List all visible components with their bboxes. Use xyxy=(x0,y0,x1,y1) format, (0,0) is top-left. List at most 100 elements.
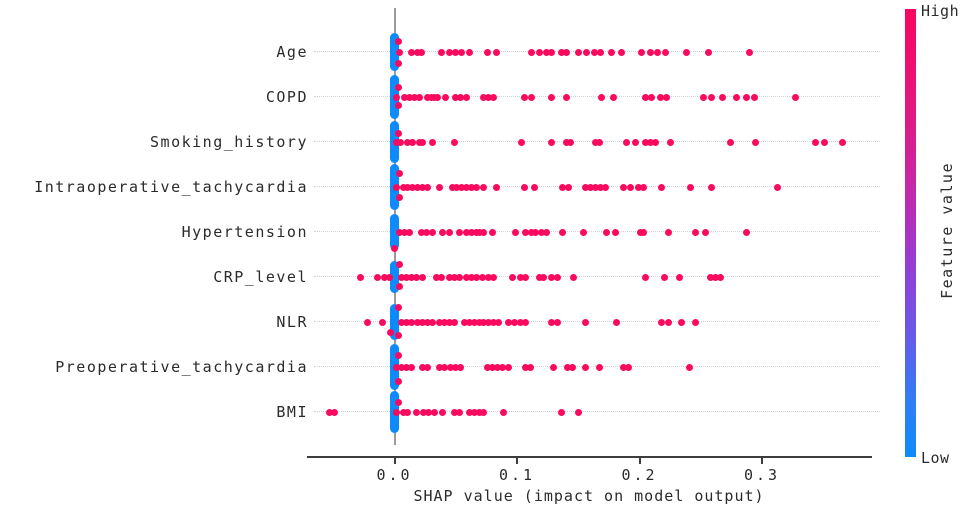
shap-point-hypertension xyxy=(391,244,398,252)
shap-point-hypertension xyxy=(468,228,476,236)
shap-point-copd xyxy=(463,93,471,101)
shap-point-copd xyxy=(490,93,498,101)
shap-point-hypertension xyxy=(405,228,413,236)
shap-point-bmi xyxy=(413,408,421,416)
shap-point-copd xyxy=(452,93,460,101)
shap-point-age xyxy=(596,48,604,56)
shap-point-hypertension xyxy=(489,228,496,236)
shap-point-hypertension xyxy=(475,228,483,236)
shap-point-bmi xyxy=(475,408,483,416)
shap-point-hypertension xyxy=(512,228,520,236)
shap-point-age xyxy=(542,48,550,56)
shap-point-nlr xyxy=(465,318,473,326)
shap-point-age xyxy=(562,48,570,56)
shap-point-nlr xyxy=(547,318,555,326)
shap-point-age xyxy=(661,48,669,56)
shap-point-copd xyxy=(400,93,408,101)
shap-point-hypertension xyxy=(400,228,408,236)
shap-point-crp-level xyxy=(553,273,561,281)
shap-point-intraoperative-tachycardia xyxy=(468,183,476,191)
shap-point-bmi xyxy=(399,408,407,416)
x-tick-label-0.2: 0.2 xyxy=(621,466,658,484)
shap-point-intraoperative-tachycardia xyxy=(419,183,427,191)
shap-point-crp-level xyxy=(547,273,555,281)
shap-point-smoking-history xyxy=(393,138,401,146)
shap-point-bmi xyxy=(330,408,338,416)
shap-point-hypertension xyxy=(611,228,619,236)
shap-point-age xyxy=(452,48,460,56)
shap-point-smoking-history xyxy=(642,138,650,146)
shap-point-crp-level xyxy=(463,273,471,281)
shap-point-preoperative-tachycardia xyxy=(595,363,603,371)
shap-point-bmi xyxy=(465,408,473,416)
shap-point-smoking-history xyxy=(419,138,427,146)
shap-point-intraoperative-tachycardia xyxy=(708,183,716,191)
shap-point-nlr xyxy=(387,328,395,336)
shap-point-copd xyxy=(656,93,664,101)
colorbar-title-wrap: Feature value xyxy=(938,0,956,460)
shap-point-preoperative-tachycardia xyxy=(424,363,432,371)
shap-point-nlr xyxy=(511,318,519,326)
shap-point-crp-level xyxy=(398,273,406,281)
shap-point-hypertension xyxy=(395,228,403,236)
shap-point-intraoperative-tachycardia xyxy=(409,183,417,191)
shap-point-crp-level xyxy=(508,273,516,281)
shap-point-smoking-history xyxy=(820,138,828,146)
colorbar-low-label: Low xyxy=(921,449,950,467)
shap-point-intraoperative-tachycardia xyxy=(395,193,403,201)
shap-point-smoking-history xyxy=(666,138,674,146)
shap-point-preoperative-tachycardia xyxy=(484,363,492,371)
shap-point-crp-level xyxy=(468,273,476,281)
shap-point-preoperative-tachycardia xyxy=(563,363,571,371)
shap-point-nlr xyxy=(398,318,406,326)
shap-point-preoperative-tachycardia xyxy=(398,363,406,371)
shap-point-nlr xyxy=(394,303,402,311)
shap-point-smoking-history xyxy=(595,138,603,146)
shap-point-crp-level xyxy=(419,273,427,281)
shap-point-age xyxy=(682,48,690,56)
shap-point-bmi xyxy=(574,408,582,416)
shap-point-age xyxy=(704,48,712,56)
shap-point-crp-level xyxy=(446,273,454,281)
shap-point-preoperative-tachycardia xyxy=(452,363,460,371)
shap-point-hypertension xyxy=(742,228,750,236)
shap-point-intraoperative-tachycardia xyxy=(601,183,609,191)
shap-point-nlr xyxy=(403,318,411,326)
shap-point-copd xyxy=(547,93,555,101)
shap-point-age xyxy=(617,48,625,56)
shap-point-nlr xyxy=(504,318,512,326)
shap-point-crp-level xyxy=(455,273,463,281)
shap-point-copd xyxy=(562,93,570,101)
shap-point-intraoperative-tachycardia xyxy=(458,183,466,191)
shap-point-bmi xyxy=(393,408,401,416)
shap-point-nlr xyxy=(485,318,493,326)
shap-point-intraoperative-tachycardia xyxy=(530,183,538,191)
x-axis-line xyxy=(307,456,872,458)
shap-point-nlr xyxy=(470,318,478,326)
shap-point-intraoperative-tachycardia xyxy=(473,183,481,191)
shap-point-intraoperative-tachycardia xyxy=(587,183,594,191)
shap-point-crp-level xyxy=(660,273,668,281)
shap-point-hypertension xyxy=(417,228,425,236)
x-tick-label-0.1: 0.1 xyxy=(498,466,536,484)
shap-point-crp-level xyxy=(395,282,403,290)
shap-point-smoking-history xyxy=(451,138,459,146)
shap-point-hypertension xyxy=(522,228,530,236)
shap-point-nlr xyxy=(378,318,386,326)
shap-point-age xyxy=(395,48,403,56)
shap-point-copd xyxy=(394,101,402,109)
shap-point-age xyxy=(394,37,402,45)
shap-point-hypertension xyxy=(558,228,566,236)
shap-point-age xyxy=(638,48,646,56)
shap-point-copd xyxy=(732,93,740,101)
shap-point-nlr xyxy=(553,318,561,326)
shap-point-intraoperative-tachycardia xyxy=(634,183,642,191)
shap-point-preoperative-tachycardia xyxy=(457,363,465,371)
shap-point-smoking-history xyxy=(518,138,526,146)
x-tick-mark-0.1 xyxy=(516,458,518,464)
shap-point-intraoperative-tachycardia xyxy=(627,183,635,191)
shap-point-preoperative-tachycardia xyxy=(624,363,632,371)
shap-point-preoperative-tachycardia xyxy=(493,363,501,371)
shap-point-intraoperative-tachycardia xyxy=(658,183,666,191)
shap-point-copd xyxy=(427,93,435,101)
